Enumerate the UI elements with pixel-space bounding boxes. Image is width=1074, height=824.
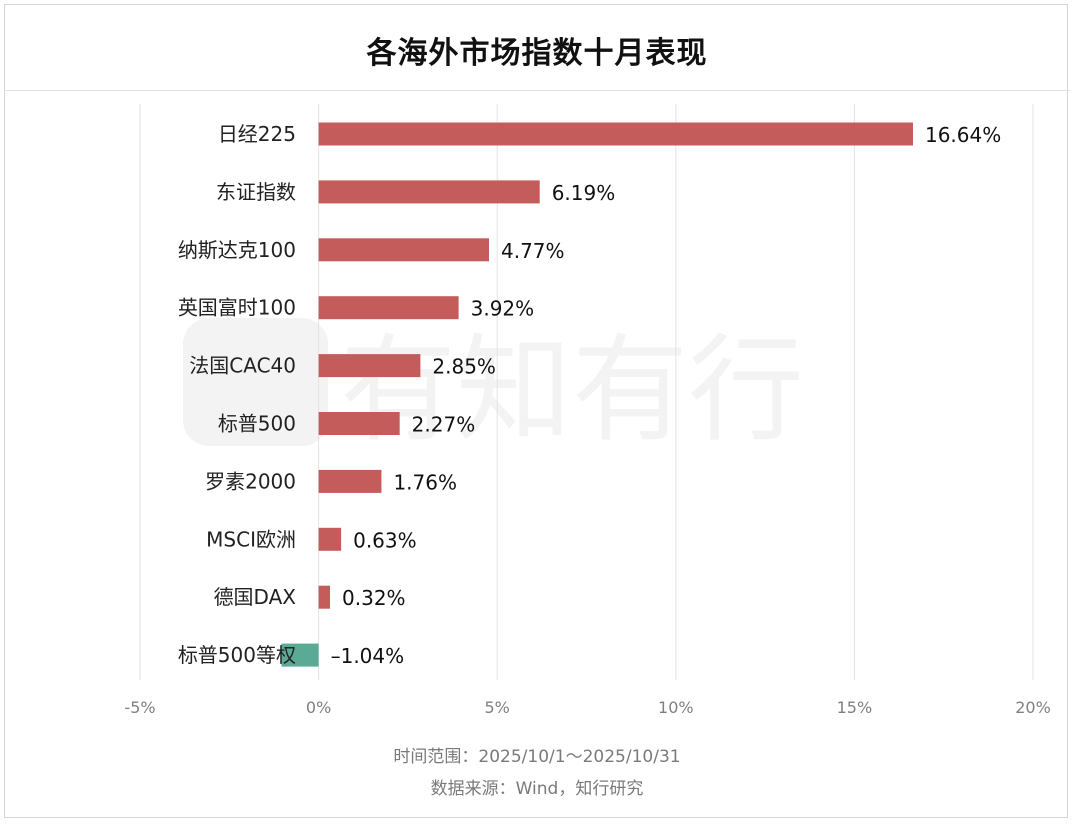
watermark-logo-icon — [183, 318, 328, 446]
gridlines — [139, 104, 1034, 680]
category-label: 标普500 — [218, 412, 296, 436]
category-label: 日经225 — [218, 122, 296, 146]
category-label: MSCI欧洲 — [206, 527, 296, 551]
title-divider — [4, 90, 1070, 91]
data-source-note: 数据来源：Wind，知行研究 — [430, 779, 644, 799]
watermark-text: 有知有行 — [340, 323, 804, 458]
value-label: 2.85% — [432, 355, 496, 379]
category-label: 法国CAC40 — [189, 354, 296, 378]
category-label: 德国DAX — [214, 585, 297, 609]
value-label: 2.27% — [412, 413, 476, 437]
watermark: 有知有行 — [183, 318, 804, 458]
x-tick-label: 0% — [306, 698, 331, 717]
category-label: 东证指数 — [216, 180, 296, 204]
bar — [318, 527, 342, 551]
bar — [318, 238, 489, 262]
value-label: 16.64% — [925, 123, 1001, 147]
category-label: 纳斯达克100 — [178, 238, 296, 262]
x-tick-label: 15% — [837, 698, 873, 717]
time-range-note: 时间范围：2025/10/1～2025/10/31 — [393, 747, 681, 767]
value-label: 0.63% — [353, 528, 417, 552]
bar — [281, 643, 319, 667]
x-tick-label: -5% — [124, 698, 155, 717]
bar — [318, 180, 540, 204]
value-label: 6.19% — [552, 181, 616, 205]
bar — [318, 585, 331, 609]
category-label: 英国富时100 — [178, 296, 296, 320]
category-label: 标普500等权 — [178, 643, 296, 667]
bar — [318, 469, 382, 493]
value-label: 3.92% — [471, 297, 535, 321]
bars — [281, 122, 913, 667]
value-label: 4.77% — [501, 239, 565, 263]
value-label: 0.32% — [342, 586, 406, 610]
x-tick-label: 10% — [658, 698, 694, 717]
x-tick-label: 20% — [1015, 698, 1051, 717]
bar — [318, 296, 459, 320]
value-label: 1.76% — [393, 470, 457, 494]
bar — [318, 412, 400, 435]
category-label: 罗素2000 — [205, 469, 296, 493]
value-labels: 16.64% 6.19% 4.77% 3.92% 2.85% 2.27% 1.76% 0.63… — [331, 123, 1002, 668]
x-tick-label: 5% — [485, 698, 510, 717]
x-axis-ticks: -5% 0% 5% 10% 15% 20% — [124, 698, 1050, 717]
chart-title: 各海外市场指数十月表现 — [366, 36, 708, 71]
bar — [318, 122, 913, 146]
bar — [318, 354, 421, 378]
value-label: –1.04% — [331, 644, 405, 668]
